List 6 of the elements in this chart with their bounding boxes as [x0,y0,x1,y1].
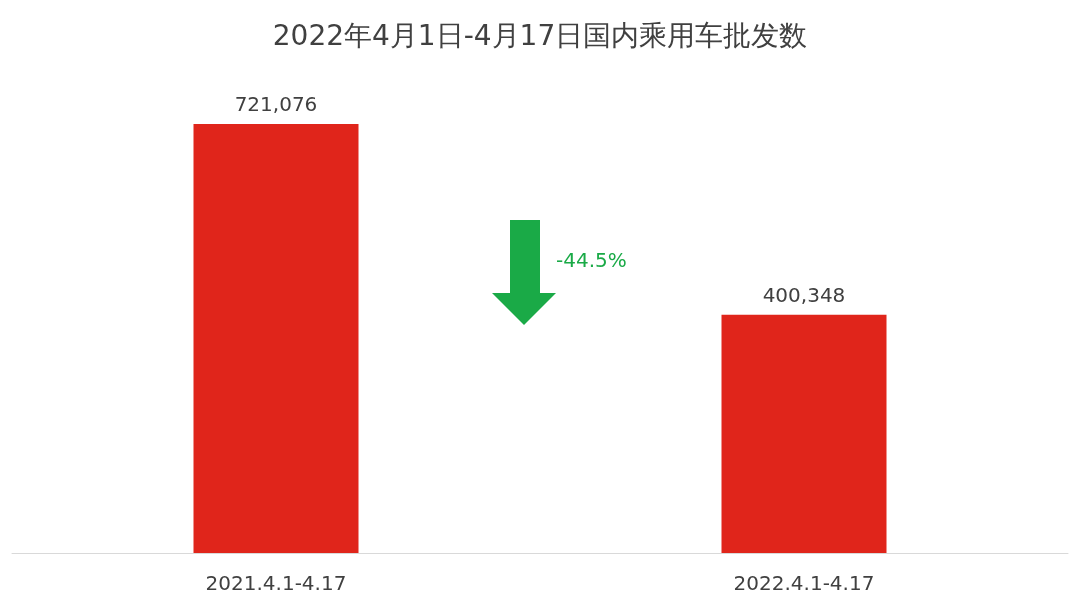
data-label: 721,076 [234,91,318,116]
annotation: -44.5% [556,248,627,272]
chart-title: 2022年4月1日-4月17日国内乘用车批发数 [272,18,808,52]
data-label: 400,348 [762,282,846,307]
x-tick-label: 2022.4.1-4.17 [733,571,875,595]
x-tick-label: 2021.4.1-4.17 [205,571,347,595]
